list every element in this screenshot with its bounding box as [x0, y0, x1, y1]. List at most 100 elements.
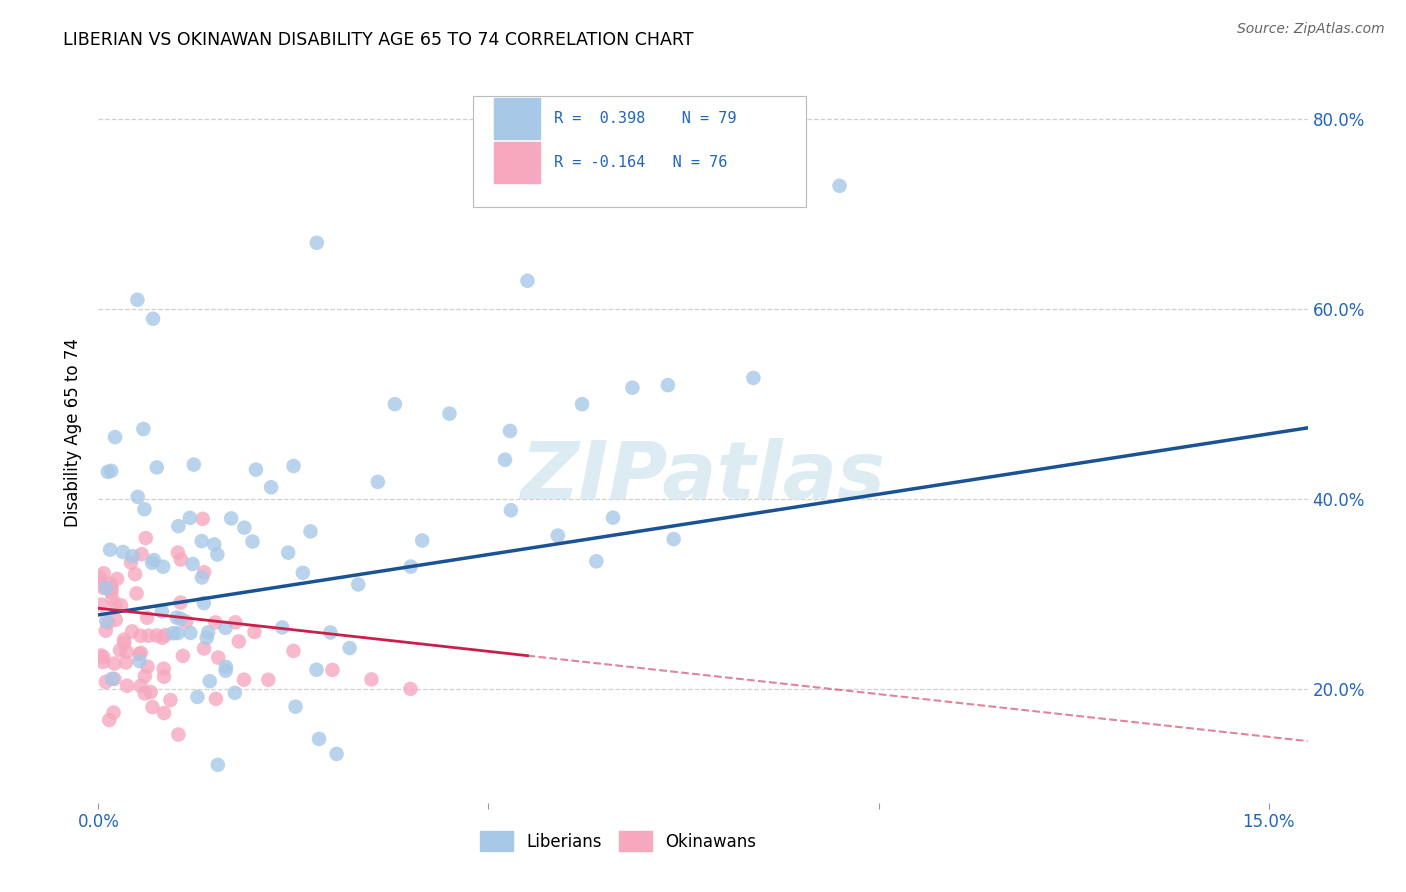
- Point: [91, 655, 114, 669]
- Point: [169, 595, 191, 609]
- Point: [150, 604, 173, 618]
- Point: [207, 548, 229, 562]
- Point: [141, 700, 163, 714]
- Point: [132, 422, 155, 436]
- Point: [134, 669, 156, 683]
- Point: [97, 465, 120, 479]
- Point: [129, 679, 152, 693]
- Point: [190, 534, 212, 549]
- Point: [131, 547, 153, 561]
- Point: [233, 673, 256, 687]
- Point: [205, 691, 228, 706]
- Point: [193, 641, 215, 656]
- Point: [155, 628, 177, 642]
- Point: [103, 672, 125, 686]
- Point: [191, 570, 214, 584]
- FancyBboxPatch shape: [474, 95, 806, 207]
- Point: [105, 572, 128, 586]
- Point: [94, 624, 117, 638]
- Point: [152, 662, 174, 676]
- Point: [411, 533, 433, 548]
- Point: [207, 650, 229, 665]
- Point: [228, 634, 250, 648]
- Point: [325, 747, 347, 761]
- Point: [233, 521, 256, 535]
- Point: [499, 503, 522, 517]
- Point: [135, 531, 157, 545]
- Point: [104, 599, 127, 613]
- Point: [91, 650, 114, 665]
- Point: [150, 631, 173, 645]
- Text: ZIPatlas: ZIPatlas: [520, 438, 886, 516]
- Point: [197, 625, 219, 640]
- Point: [166, 626, 188, 640]
- Point: [93, 566, 115, 581]
- Point: [127, 490, 149, 504]
- Point: [321, 663, 343, 677]
- Point: [108, 643, 131, 657]
- Point: [142, 553, 165, 567]
- Point: [98, 542, 121, 557]
- Point: [224, 615, 246, 630]
- Point: [142, 311, 165, 326]
- Point: [299, 524, 322, 539]
- Point: [124, 567, 146, 582]
- Point: [136, 659, 159, 673]
- Point: [494, 452, 516, 467]
- Point: [115, 645, 138, 659]
- Point: [170, 552, 193, 566]
- Point: [100, 581, 122, 595]
- Point: [152, 559, 174, 574]
- Point: [214, 621, 236, 635]
- Point: [284, 699, 307, 714]
- Point: [104, 430, 127, 444]
- Point: [129, 629, 152, 643]
- Point: [179, 626, 201, 640]
- Point: [112, 632, 135, 647]
- Point: [103, 706, 125, 720]
- Point: [399, 681, 422, 696]
- Point: [202, 537, 225, 551]
- Bar: [494, 98, 540, 138]
- Point: [193, 566, 215, 580]
- Point: [134, 686, 156, 700]
- Point: [621, 381, 644, 395]
- Point: [111, 545, 134, 559]
- Point: [283, 458, 305, 473]
- Point: [127, 293, 149, 307]
- Point: [128, 647, 150, 661]
- Text: R =  0.398    N = 79: R = 0.398 N = 79: [554, 111, 737, 126]
- Point: [134, 502, 156, 516]
- Point: [145, 460, 167, 475]
- Point: [90, 598, 112, 612]
- Point: [94, 674, 117, 689]
- Point: [384, 397, 406, 411]
- Point: [96, 614, 118, 628]
- Point: [291, 566, 314, 580]
- Point: [193, 596, 215, 610]
- Point: [183, 458, 205, 472]
- Point: [277, 546, 299, 560]
- Point: [828, 178, 851, 193]
- Point: [128, 654, 150, 668]
- Point: [308, 731, 330, 746]
- Point: [283, 644, 305, 658]
- Point: [120, 556, 142, 570]
- Y-axis label: Disability Age 65 to 74: Disability Age 65 to 74: [65, 338, 83, 527]
- Point: [339, 640, 361, 655]
- Point: [367, 475, 389, 489]
- Point: [166, 610, 188, 624]
- Point: [585, 554, 607, 568]
- Point: [121, 549, 143, 564]
- Point: [214, 664, 236, 678]
- Point: [167, 519, 190, 533]
- Point: [139, 685, 162, 699]
- Point: [125, 586, 148, 600]
- Text: Source: ZipAtlas.com: Source: ZipAtlas.com: [1237, 22, 1385, 37]
- Point: [571, 397, 593, 411]
- Point: [439, 407, 461, 421]
- Point: [172, 648, 194, 663]
- Point: [742, 371, 765, 385]
- Point: [257, 673, 280, 687]
- Point: [499, 424, 522, 438]
